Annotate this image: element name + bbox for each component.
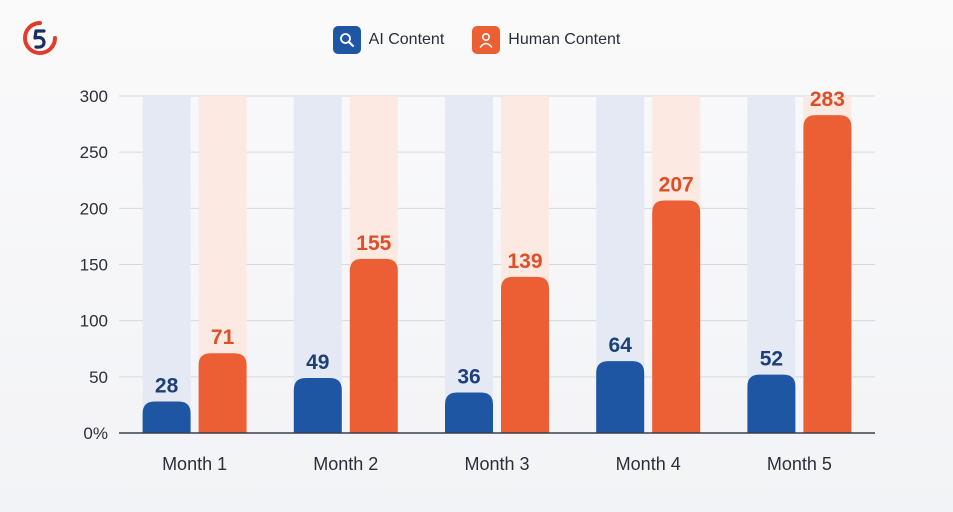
legend: AI Content Human Content: [0, 26, 953, 54]
bar-ai: [747, 374, 796, 433]
y-tick-label: 150: [80, 256, 108, 275]
y-tick-label: 50: [89, 368, 108, 387]
bar-human: [803, 115, 852, 433]
bar-ai: [596, 361, 645, 433]
bar-track-ai: [596, 96, 645, 433]
bar-track-human: [198, 96, 247, 433]
bar-human: [652, 200, 701, 433]
data-label-ai: 49: [306, 351, 329, 374]
bar-track-ai: [747, 96, 796, 433]
x-tick-label: Month 5: [767, 454, 832, 474]
legend-label-human: Human Content: [508, 31, 621, 48]
x-tick-label: Month 3: [464, 454, 529, 474]
data-label-ai: 28: [155, 375, 179, 398]
bar-human: [349, 258, 398, 433]
y-tick-label: 100: [80, 312, 108, 331]
bar-track-ai: [142, 96, 191, 433]
data-label-human: 71: [211, 326, 235, 349]
y-tick-label: 300: [80, 87, 108, 106]
bar-track-ai: [445, 96, 493, 433]
y-tick-label: 250: [80, 143, 108, 162]
brand-logo: [23, 21, 57, 55]
x-tick-label: Month 2: [313, 454, 378, 474]
data-label-human: 155: [356, 232, 391, 255]
data-label-ai: 36: [457, 366, 480, 389]
person-icon: [472, 26, 501, 54]
search-icon: [332, 26, 361, 54]
bar-human: [198, 353, 247, 433]
bar-ai: [293, 377, 342, 433]
bar-ai: [142, 401, 191, 433]
legend-label-ai: AI Content: [368, 31, 445, 48]
x-tick-label: Month 4: [616, 454, 681, 474]
data-label-human: 283: [810, 88, 845, 111]
bar-track-ai: [293, 96, 342, 433]
legend-item-ai: AI Content: [332, 26, 445, 54]
bar-human: [501, 276, 549, 433]
data-label-ai: 52: [760, 348, 783, 371]
y-tick-label: 200: [80, 199, 108, 218]
y-tick-label: 0%: [83, 424, 108, 443]
data-label-human: 207: [659, 173, 694, 196]
data-label-ai: 64: [609, 334, 633, 357]
legend-item-human: Human Content: [472, 26, 620, 54]
bar-ai: [445, 392, 493, 433]
data-label-human: 139: [507, 250, 542, 273]
x-tick-label: Month 1: [162, 454, 227, 474]
